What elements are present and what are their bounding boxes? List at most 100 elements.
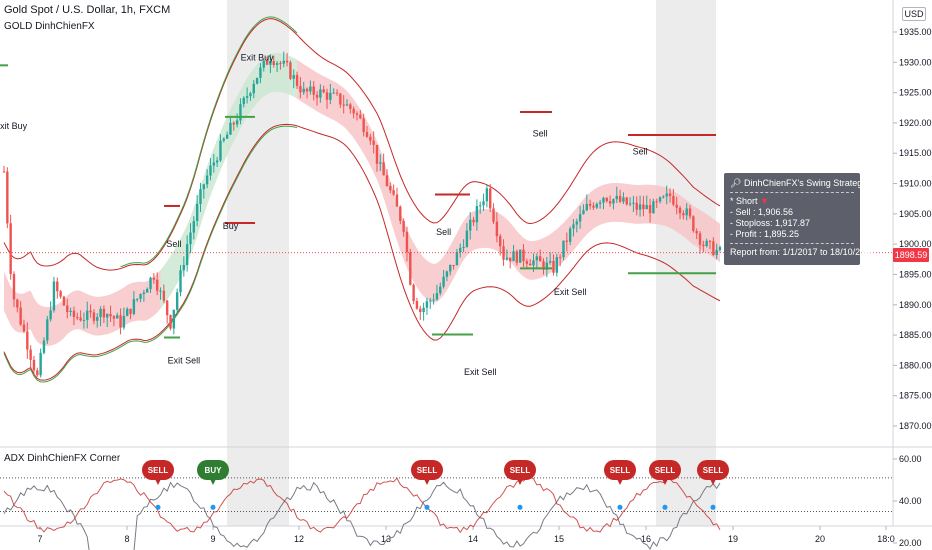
indicator-title[interactable]: GOLD DinhChienFX: [4, 21, 95, 32]
candle-body: [175, 292, 179, 310]
bubble-pointer: [617, 479, 623, 485]
candle-body: [155, 279, 159, 291]
candle-body: [235, 120, 239, 125]
candle-body: [362, 118, 365, 133]
tooltip-side: * Short: [730, 196, 758, 206]
candle-body: [245, 96, 249, 98]
signal-label: Exit Buy: [0, 121, 28, 131]
candle-body: [395, 194, 399, 207]
candle-body: [352, 108, 355, 114]
time-tick-label: 13: [381, 534, 391, 544]
candle-body: [195, 203, 199, 222]
signal-bubble-label: SELL: [417, 466, 438, 475]
candle-body: [565, 240, 569, 242]
price-tick-label: 1930.00: [899, 57, 932, 67]
signal-bubble-label: SELL: [703, 466, 724, 475]
price-tick-label: 1870.00: [899, 421, 932, 431]
upper-channel-line: [3, 18, 721, 271]
candle-body: [222, 138, 225, 141]
candle-body: [415, 301, 419, 309]
candle-body: [502, 246, 505, 260]
tooltip-report: Report from: 1/1/2017 to 18/10/2020: [730, 247, 876, 257]
sub-indicator-title[interactable]: ADX DinhChienFX Corner: [4, 453, 121, 464]
resistance-line: [120, 16, 298, 268]
candle-body: [269, 61, 272, 65]
candle-body: [459, 247, 462, 253]
candle-body: [405, 231, 409, 253]
candle-body: [429, 300, 432, 302]
candle-body: [422, 307, 425, 312]
candle-body: [139, 294, 142, 299]
candle-body: [702, 244, 705, 247]
candle-body: [335, 92, 339, 94]
candle-body: [89, 310, 92, 313]
candle-body: [252, 83, 255, 94]
candle-body: [289, 62, 292, 79]
candle-body: [72, 310, 76, 317]
signal-bubble: [604, 460, 636, 480]
price-tick-label: 1910.00: [899, 179, 932, 189]
candle-body: [375, 144, 379, 164]
candle-body: [339, 93, 342, 105]
down-triangle-icon: ▼: [760, 196, 769, 206]
signal-label: Sell: [436, 227, 451, 237]
candle-body: [6, 171, 9, 224]
candle-body: [265, 60, 269, 65]
candle-body: [615, 195, 618, 200]
bubble-pointer: [210, 479, 216, 485]
candle-body: [472, 219, 475, 223]
candle-body: [588, 203, 592, 206]
candle-body: [572, 224, 575, 229]
candle-body: [672, 196, 675, 205]
candle-body: [129, 308, 132, 314]
candle-body: [172, 309, 176, 329]
candle-body: [122, 315, 126, 328]
signal-bubble: [142, 460, 174, 480]
signal-bubble: [649, 460, 681, 480]
candle-body: [452, 264, 455, 266]
candle-body: [708, 240, 712, 242]
bubble-pointer: [424, 479, 430, 485]
adx-tick-label: 40.00: [899, 496, 922, 506]
candle-body: [508, 257, 512, 262]
candle-body: [192, 221, 196, 233]
candle-body: [462, 246, 465, 248]
candle-body: [389, 186, 392, 191]
candle-body: [562, 240, 565, 258]
candle-body: [655, 201, 658, 203]
signal-bubble-label: SELL: [510, 466, 531, 475]
candle-body: [515, 251, 519, 263]
candle-body: [205, 175, 209, 185]
candle-body: [499, 236, 502, 247]
candle-body: [625, 197, 628, 205]
candle-body: [712, 241, 715, 256]
candle-body: [555, 257, 559, 273]
candle-body: [119, 315, 122, 328]
candle-body: [635, 202, 638, 210]
candle-body: [9, 223, 12, 275]
adx-line: [3, 481, 721, 550]
candle-body: [169, 315, 172, 329]
candle-body: [688, 208, 692, 217]
lower-channel-line: [3, 123, 721, 381]
candle-body: [628, 203, 632, 205]
candle-body: [365, 132, 369, 137]
price-tick-label: 1915.00: [899, 148, 932, 158]
candle-body: [325, 92, 329, 100]
candle-body: [439, 286, 442, 294]
candle-body: [435, 293, 439, 300]
candle-body: [249, 93, 252, 97]
last-price-tag: 1898.59: [893, 248, 929, 262]
candle-body: [295, 75, 299, 86]
candle-body: [66, 305, 69, 313]
candle-body: [309, 86, 312, 92]
symbol-title[interactable]: Gold Spot / U.S. Dollar, 1h, FXCM: [4, 4, 171, 16]
candle-body: [242, 97, 245, 105]
time-tick-label: 20: [815, 534, 825, 544]
candle-body: [229, 122, 232, 135]
candle-body: [682, 213, 685, 216]
currency-badge[interactable]: USD: [902, 7, 926, 21]
candle-body: [19, 307, 22, 325]
candle-body: [518, 249, 522, 263]
